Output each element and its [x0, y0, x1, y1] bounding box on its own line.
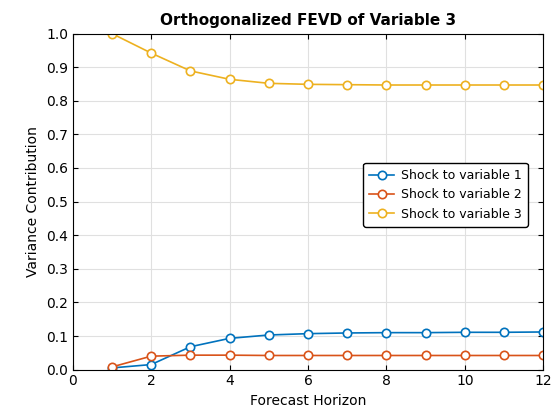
Shock to variable 3 [148, 50, 155, 55]
Shock to variable 3 [265, 81, 272, 86]
Legend: Shock to variable 1, Shock to variable 2, Shock to variable 3: Shock to variable 1, Shock to variable 2… [363, 163, 528, 227]
Shock to variable 3 [109, 31, 115, 36]
Shock to variable 3 [187, 68, 194, 74]
Shock to variable 1 [148, 362, 155, 367]
Shock to variable 1 [422, 330, 429, 335]
Shock to variable 1 [540, 329, 547, 334]
Shock to variable 2 [383, 353, 390, 358]
Y-axis label: Variance Contribution: Variance Contribution [26, 126, 40, 277]
Shock to variable 2 [148, 354, 155, 359]
Shock to variable 2 [187, 353, 194, 358]
Shock to variable 3 [461, 82, 468, 87]
Shock to variable 2 [226, 353, 233, 358]
Shock to variable 1 [461, 330, 468, 335]
Shock to variable 3 [305, 82, 311, 87]
Shock to variable 2 [305, 353, 311, 358]
Shock to variable 3 [226, 77, 233, 82]
Shock to variable 1 [344, 331, 351, 336]
Line: Shock to variable 2: Shock to variable 2 [108, 351, 547, 371]
Shock to variable 2 [109, 365, 115, 370]
Shock to variable 1 [305, 331, 311, 336]
Shock to variable 1 [265, 333, 272, 338]
Line: Shock to variable 1: Shock to variable 1 [108, 328, 547, 372]
Shock to variable 1 [501, 330, 507, 335]
Shock to variable 1 [187, 344, 194, 349]
Shock to variable 2 [344, 353, 351, 358]
Shock to variable 3 [501, 82, 507, 87]
Shock to variable 2 [540, 353, 547, 358]
Shock to variable 1 [109, 365, 115, 370]
Shock to variable 2 [461, 353, 468, 358]
Shock to variable 2 [422, 353, 429, 358]
Shock to variable 1 [226, 336, 233, 341]
Shock to variable 3 [344, 82, 351, 87]
Line: Shock to variable 3: Shock to variable 3 [108, 29, 547, 89]
Shock to variable 3 [540, 82, 547, 87]
Shock to variable 1 [383, 330, 390, 335]
Shock to variable 3 [422, 82, 429, 87]
X-axis label: Forecast Horizon: Forecast Horizon [250, 394, 366, 408]
Shock to variable 2 [501, 353, 507, 358]
Title: Orthogonalized FEVD of Variable 3: Orthogonalized FEVD of Variable 3 [160, 13, 456, 28]
Shock to variable 2 [265, 353, 272, 358]
Shock to variable 3 [383, 82, 390, 87]
